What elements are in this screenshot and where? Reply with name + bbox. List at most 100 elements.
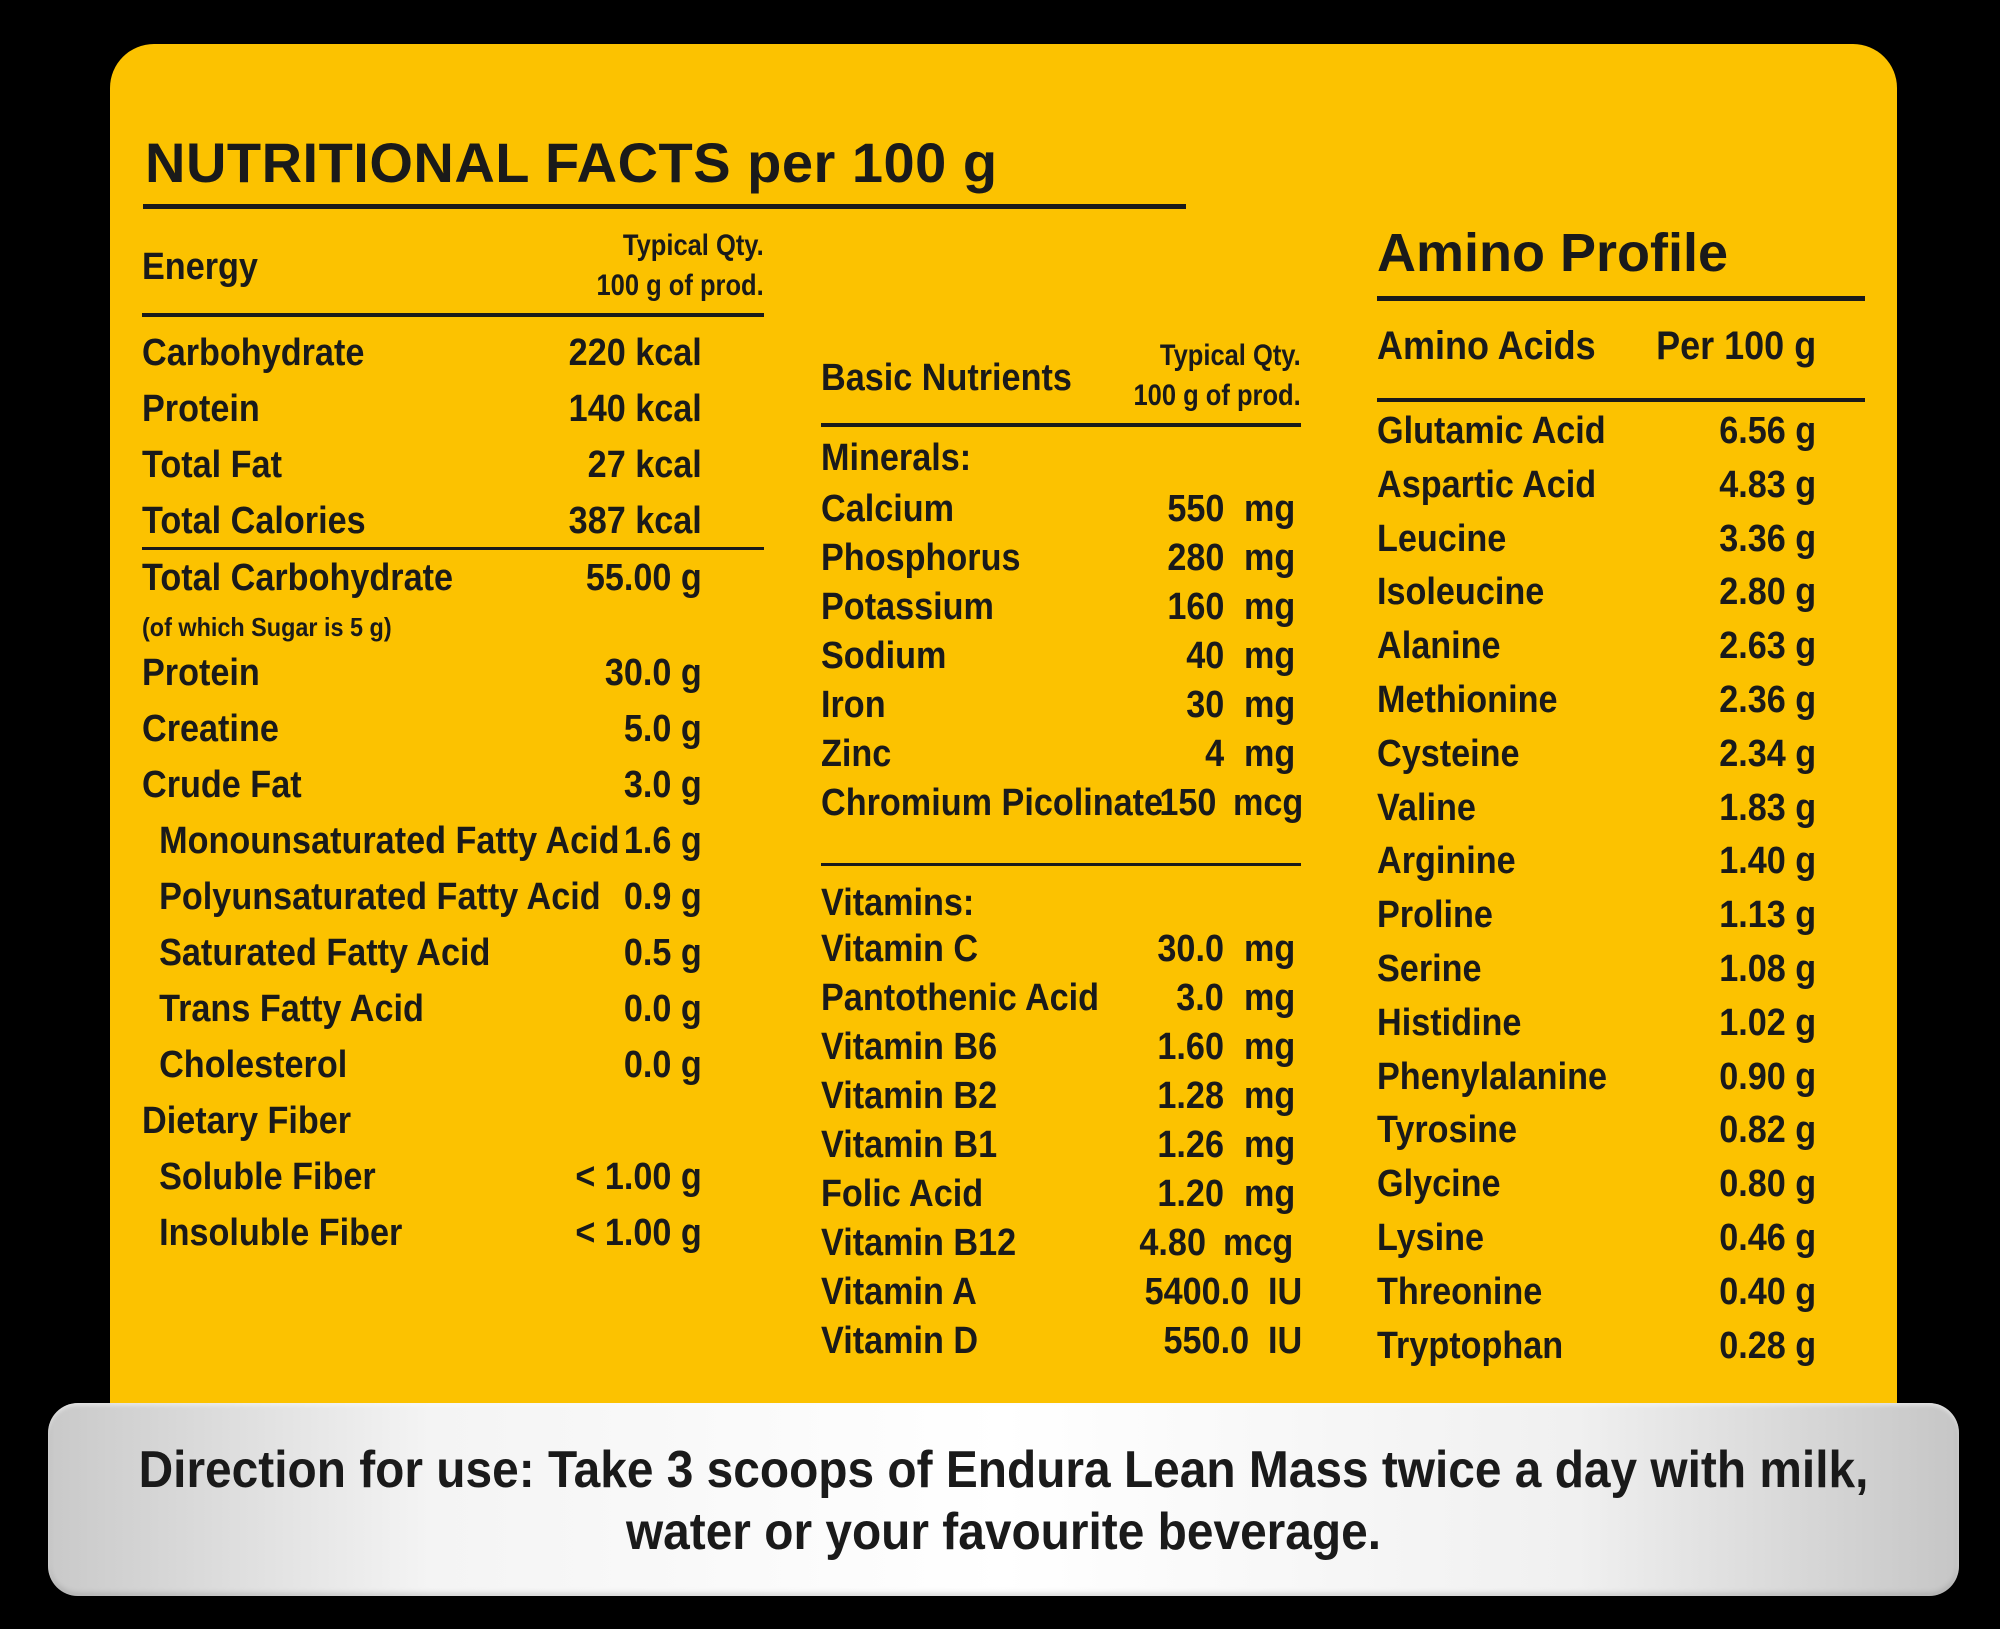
basic-nutrients-column: Basic Nutrients Typical Qty. 100 g of pr… bbox=[821, 0, 1304, 1400]
composition-row-label: Protein bbox=[142, 652, 260, 694]
vitamin-row: Folic Acid 1.20 mg bbox=[821, 1173, 1301, 1223]
mineral-row-unit: mg bbox=[1244, 635, 1296, 677]
energy-header-rule bbox=[142, 313, 764, 317]
vitamin-row-unit: IU bbox=[1268, 1271, 1303, 1313]
composition-row-value: 0.9 g bbox=[623, 876, 702, 918]
qty-line-2: 100 g of prod. bbox=[1133, 379, 1301, 412]
energy-row-value: 220 kcal bbox=[568, 332, 702, 374]
amino-row-label: Alanine bbox=[1377, 625, 1501, 668]
amino-row: Glycine 0.80 g bbox=[1377, 1163, 1816, 1213]
minerals-label: Minerals: bbox=[821, 437, 972, 479]
mineral-row: Phosphorus 280 mg bbox=[821, 537, 1301, 587]
composition-row-value: 3.0 g bbox=[623, 764, 702, 806]
amino-row: Arginine 1.40 g bbox=[1377, 840, 1816, 890]
energy-row: Protein 140 kcal bbox=[142, 388, 702, 438]
amino-row-label: Methionine bbox=[1377, 679, 1558, 721]
mineral-row-label: Potassium bbox=[821, 586, 994, 628]
composition-row: Insoluble Fiber < 1.00 g bbox=[142, 1212, 702, 1262]
basic-header-rule bbox=[821, 423, 1301, 427]
directions-banner: Direction for use: Take 3 scoops of Endu… bbox=[48, 1403, 1959, 1596]
energy-header: Energy bbox=[142, 246, 258, 288]
composition-row-label: Soluble Fiber bbox=[159, 1156, 376, 1198]
composition-row-label: Polyunsaturated Fatty Acid bbox=[159, 876, 601, 918]
composition-row: Creatine 5.0 g bbox=[142, 708, 702, 758]
composition-row: Protein 30.0 g bbox=[142, 652, 702, 702]
mineral-row-amount: 550 bbox=[1166, 488, 1224, 530]
nutrition-panel bbox=[110, 44, 1897, 1484]
amino-row-value: 2.36 g bbox=[1719, 679, 1817, 721]
amino-row-value: 2.34 g bbox=[1719, 732, 1817, 775]
directions-line-1: Direction for use: Take 3 scoops of Endu… bbox=[138, 1441, 1869, 1499]
amino-row-label: Proline bbox=[1377, 894, 1493, 937]
composition-row: Dietary Fiber bbox=[142, 1100, 702, 1150]
energy-column: Energy Typical Qty. 100 g of prod. (of w… bbox=[142, 0, 764, 1300]
energy-qty-header: Typical Qty. 100 g of prod. bbox=[597, 226, 764, 306]
energy-row-label: Carbohydrate bbox=[142, 332, 365, 374]
amino-row: Tryptophan 0.28 g bbox=[1377, 1325, 1816, 1375]
basic-nutrients-header: Basic Nutrients bbox=[821, 357, 1072, 399]
mineral-row-amount: 160 bbox=[1166, 586, 1224, 628]
energy-total-rule bbox=[142, 547, 764, 550]
amino-row-value: 6.56 g bbox=[1719, 410, 1817, 452]
amino-row-value: 4.83 g bbox=[1719, 463, 1817, 506]
qty-line-2: 100 g of prod. bbox=[596, 269, 764, 302]
mineral-row-unit: mg bbox=[1244, 586, 1296, 628]
mineral-row-label: Zinc bbox=[821, 733, 892, 775]
composition-row: Polyunsaturated Fatty Acid 0.9 g bbox=[142, 876, 702, 926]
mineral-row-unit: mg bbox=[1244, 537, 1296, 579]
composition-row-value: 30.0 g bbox=[604, 652, 702, 694]
amino-acids-label: Amino Acids bbox=[1377, 324, 1596, 368]
composition-row-label: Total Carbohydrate bbox=[142, 557, 454, 599]
energy-row: Total Fat 27 kcal bbox=[142, 444, 702, 494]
composition-row-label: Creatine bbox=[142, 708, 279, 750]
vitamin-row-unit: IU bbox=[1268, 1320, 1303, 1362]
amino-row: Isoleucine 2.80 g bbox=[1377, 571, 1816, 621]
amino-row-value: 1.02 g bbox=[1719, 1001, 1817, 1044]
vitamin-row-unit: mg bbox=[1244, 977, 1296, 1019]
vitamin-row: Vitamin B2 1.28 mg bbox=[821, 1075, 1301, 1125]
mineral-row-unit: mcg bbox=[1233, 782, 1304, 824]
amino-row: Tyrosine 0.82 g bbox=[1377, 1109, 1816, 1159]
amino-row-value: 1.83 g bbox=[1719, 786, 1817, 829]
mineral-row: Chromium Picolinate 150 mcg bbox=[821, 782, 1304, 832]
mineral-row: Iron 30 mg bbox=[821, 684, 1301, 734]
vitamin-row-label: Folic Acid bbox=[821, 1173, 984, 1215]
vitamin-row-label: Vitamin B2 bbox=[821, 1075, 998, 1117]
amino-title-rule bbox=[1377, 296, 1865, 301]
vitamin-row-unit: mg bbox=[1244, 1075, 1296, 1117]
composition-row-value: < 1.00 g bbox=[575, 1212, 702, 1254]
vitamin-row-amount: 550.0 bbox=[1163, 1320, 1249, 1362]
energy-row: Carbohydrate 220 kcal bbox=[142, 332, 702, 382]
amino-row-label: Aspartic Acid bbox=[1377, 463, 1597, 506]
energy-row-label: Protein bbox=[142, 388, 260, 430]
vitamin-row-unit: mg bbox=[1244, 1026, 1296, 1068]
amino-row: Aspartic Acid 4.83 g bbox=[1377, 464, 1816, 514]
page-title: NUTRITIONAL FACTS per 100 g bbox=[145, 131, 998, 194]
amino-header-row: Amino Acids Per 100 g bbox=[1377, 324, 1816, 374]
energy-row-label: Total Calories bbox=[142, 500, 366, 542]
composition-row: Saturated Fatty Acid 0.5 g bbox=[142, 932, 702, 982]
amino-row-label: Valine bbox=[1377, 786, 1476, 829]
composition-row-label: Trans Fatty Acid bbox=[159, 988, 424, 1030]
vitamin-row-label: Vitamin A bbox=[821, 1271, 977, 1313]
mineral-row-unit: mg bbox=[1244, 733, 1296, 775]
amino-row-value: 0.28 g bbox=[1719, 1324, 1817, 1367]
vitamin-row-amount: 5400.0 bbox=[1144, 1271, 1249, 1313]
composition-row-value: 1.6 g bbox=[623, 820, 702, 862]
amino-row-label: Tryptophan bbox=[1377, 1324, 1564, 1367]
mineral-row: Calcium 550 mg bbox=[821, 488, 1301, 538]
composition-row-value: 0.5 g bbox=[623, 932, 702, 974]
minerals-vitamins-divider bbox=[821, 863, 1301, 866]
qty-line-1: Typical Qty. bbox=[1160, 339, 1301, 372]
amino-row: Glutamic Acid 6.56 g bbox=[1377, 410, 1816, 460]
sugar-note: (of which Sugar is 5 g) bbox=[142, 612, 392, 642]
amino-row-label: Cysteine bbox=[1377, 732, 1520, 775]
mineral-row-label: Sodium bbox=[821, 635, 947, 677]
composition-row: Monounsaturated Fatty Acid 1.6 g bbox=[142, 820, 702, 870]
amino-row-label: Leucine bbox=[1377, 517, 1507, 560]
mineral-row-amount: 150 bbox=[1158, 782, 1216, 824]
vitamin-row-amount: 1.26 bbox=[1157, 1124, 1224, 1166]
per-100g-label: Per 100 g bbox=[1656, 324, 1817, 368]
vitamin-row-amount: 1.20 bbox=[1157, 1173, 1224, 1215]
energy-row-value: 387 kcal bbox=[568, 500, 702, 542]
